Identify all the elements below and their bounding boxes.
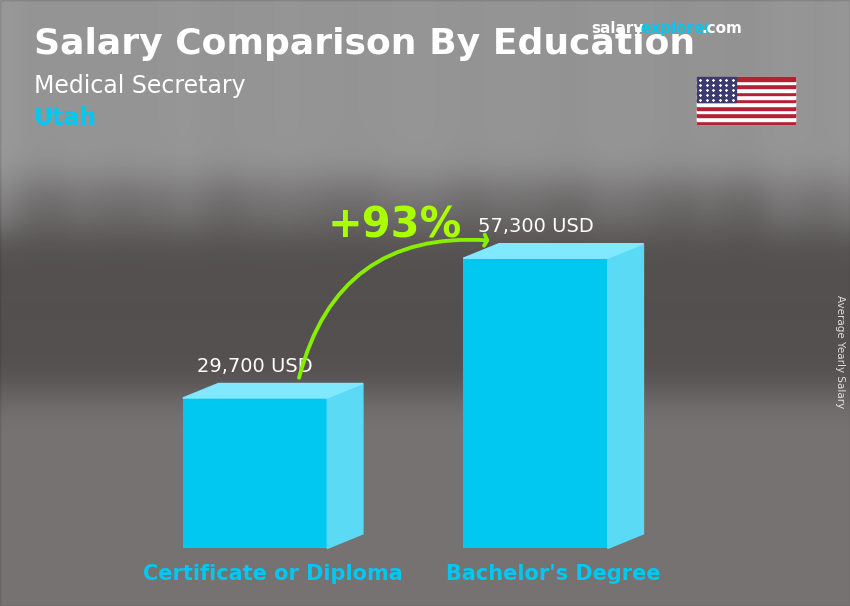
Text: explorer: explorer [640, 21, 712, 36]
Text: Average Yearly Salary: Average Yearly Salary [835, 295, 845, 408]
Bar [463, 258, 608, 548]
Text: +93%: +93% [328, 205, 462, 247]
Bar [697, 77, 795, 81]
Text: Bachelor's Degree: Bachelor's Degree [446, 564, 660, 584]
Text: salary: salary [591, 21, 643, 36]
Polygon shape [608, 244, 643, 548]
Bar [697, 95, 795, 99]
Polygon shape [463, 244, 643, 258]
Bar [697, 88, 795, 92]
Polygon shape [327, 384, 363, 548]
Bar [697, 92, 795, 95]
Bar [697, 110, 795, 113]
Bar [697, 81, 795, 84]
Text: Utah: Utah [34, 106, 97, 130]
Bar [697, 106, 795, 110]
Polygon shape [183, 384, 363, 398]
Bar [697, 77, 795, 124]
Bar [697, 99, 795, 102]
Bar [697, 77, 736, 102]
Bar [697, 102, 795, 106]
Text: Salary Comparison By Education: Salary Comparison By Education [34, 27, 695, 61]
Bar [697, 117, 795, 121]
Bar [697, 121, 795, 124]
Text: Certificate or Diploma: Certificate or Diploma [143, 564, 403, 584]
Bar [697, 113, 795, 117]
Text: Medical Secretary: Medical Secretary [34, 74, 246, 98]
Bar [183, 398, 327, 548]
Text: 57,300 USD: 57,300 USD [478, 218, 593, 236]
Text: 29,700 USD: 29,700 USD [197, 357, 313, 376]
Bar [697, 84, 795, 88]
Text: .com: .com [701, 21, 742, 36]
